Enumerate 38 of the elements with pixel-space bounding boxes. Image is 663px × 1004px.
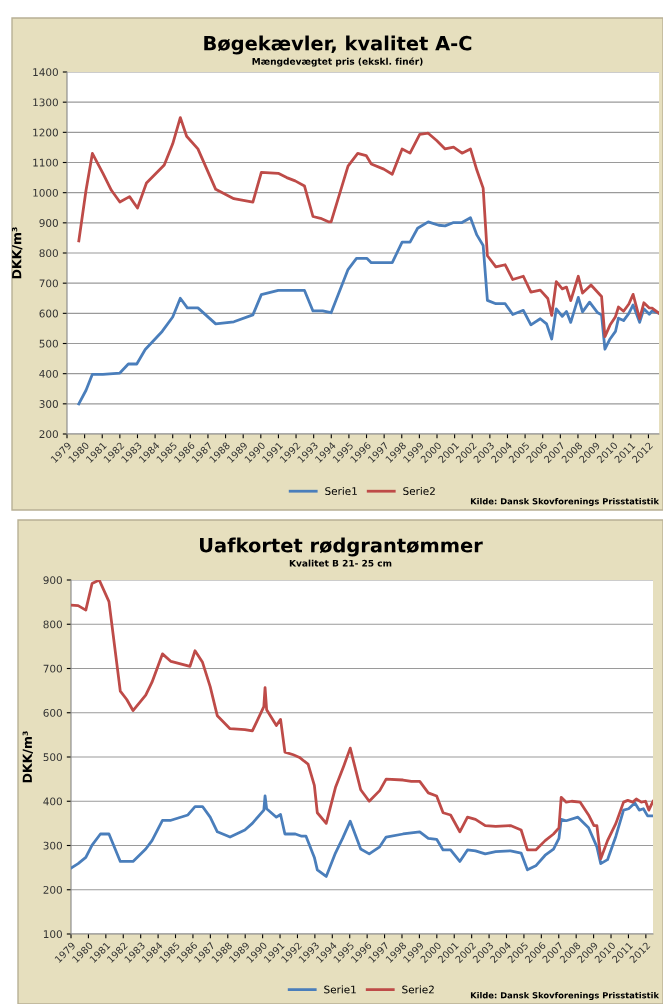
line-series bbox=[71, 580, 653, 861]
y-tick-label: 700 bbox=[39, 279, 58, 288]
y-tick-label: 1300 bbox=[33, 98, 58, 107]
y-tick-label: 300 bbox=[43, 841, 62, 850]
y-tick-label: 1200 bbox=[33, 128, 58, 137]
y-tick-label: 1000 bbox=[33, 188, 58, 197]
line-series bbox=[77, 116, 659, 338]
line-series bbox=[77, 216, 659, 406]
legend-label: Serie1 bbox=[324, 985, 356, 994]
y-tick-label: 500 bbox=[39, 339, 58, 348]
legend-label: Serie2 bbox=[403, 486, 435, 496]
y-tick-label: 1400 bbox=[33, 68, 58, 77]
y-tick-label: 700 bbox=[43, 664, 62, 673]
y-tick-label: 300 bbox=[39, 400, 58, 408]
y-tick-label: 900 bbox=[39, 219, 58, 227]
y-tick-label: 1100 bbox=[33, 158, 58, 167]
legend-label: Serie1 bbox=[325, 486, 357, 496]
y-tick-label: 200 bbox=[43, 885, 62, 894]
y-tick-label: 100 bbox=[43, 930, 62, 939]
y-tick-label: 200 bbox=[39, 430, 58, 439]
y-tick-label: 800 bbox=[39, 249, 58, 258]
y-tick-label: 500 bbox=[43, 753, 62, 762]
y-tick-label: 400 bbox=[43, 797, 62, 806]
text: Kilde: Dansk Skovforenings Prisstatistik bbox=[470, 991, 660, 1001]
chart-subtitle: Kvalitet B 21- 25 cm bbox=[289, 559, 392, 567]
legend-label: Serie2 bbox=[402, 985, 434, 994]
y-tick-label: 600 bbox=[39, 309, 58, 318]
y-tick-label: 600 bbox=[43, 708, 62, 717]
y-tick-label: 900 bbox=[43, 576, 62, 585]
chart-title: Bøgekævler, kvalitet A-C bbox=[204, 35, 472, 55]
line-series bbox=[71, 794, 653, 878]
y-axis-title: DKK/m³ bbox=[11, 227, 23, 279]
y-tick-label: 400 bbox=[39, 369, 58, 378]
y-tick-label: 800 bbox=[43, 620, 62, 629]
y-axis-title: DKK/m³ bbox=[22, 731, 34, 783]
text: Kilde: Dansk Skovforenings Prisstatistik bbox=[470, 497, 660, 507]
chart-title: Uafkortet rødgrantømmer bbox=[200, 537, 483, 557]
chart-subtitle: Mængdevægtet pris (ekskl. finér) bbox=[252, 57, 423, 67]
